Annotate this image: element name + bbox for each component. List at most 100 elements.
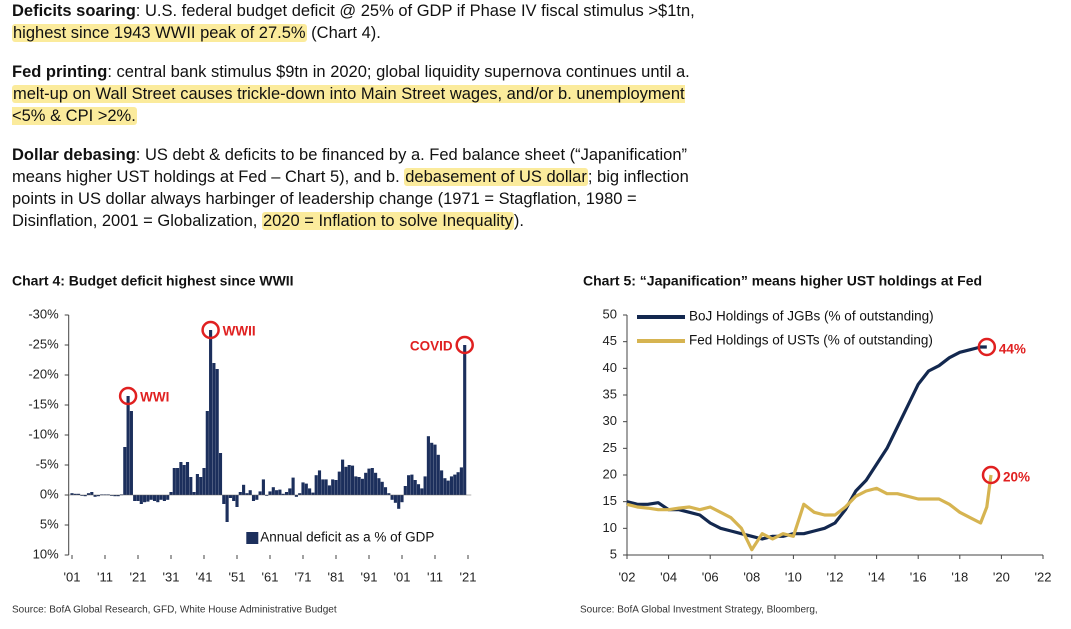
x-tick-label: '14 <box>868 569 885 584</box>
y-tick-label: 0% <box>40 486 59 501</box>
x-tick-label: '81 <box>328 569 345 584</box>
bar <box>436 454 440 495</box>
bar <box>459 467 463 495</box>
bar <box>162 495 166 501</box>
bar <box>169 492 173 495</box>
x-tick-label: '51 <box>229 569 246 584</box>
bar <box>192 492 196 495</box>
bar <box>324 479 328 495</box>
bar <box>93 495 97 497</box>
bar <box>374 472 378 495</box>
bar <box>410 474 414 495</box>
text: ; big inflection points in US dollar alw… <box>12 168 689 230</box>
bar <box>350 465 355 495</box>
x-tick-label: '01 <box>394 569 411 584</box>
x-tick-label: '11 <box>427 569 443 584</box>
bar <box>265 495 269 496</box>
bar <box>80 495 84 496</box>
bar <box>433 444 437 495</box>
bar <box>344 466 348 495</box>
y-tick-label: 15 <box>603 493 617 508</box>
text-block: Deficits soaring: U.S. federal budget de… <box>12 0 712 249</box>
legend-label: Annual deficit as a % of GDP <box>260 530 434 545</box>
annotation-label: WWII <box>223 324 256 339</box>
bar <box>446 480 450 495</box>
y-tick-label: 30 <box>603 413 617 428</box>
x-tick-label: '31 <box>163 569 180 584</box>
bar <box>176 468 180 495</box>
bar <box>354 476 358 495</box>
bar <box>453 474 457 495</box>
bar <box>73 493 77 495</box>
legend-swatch <box>246 532 259 544</box>
y-tick-label: -5% <box>36 456 60 471</box>
annotation-circle <box>455 335 474 355</box>
x-tick-label: '08 <box>743 569 760 584</box>
x-tick-label: '16 <box>910 569 927 584</box>
bar <box>232 495 236 501</box>
bar <box>278 489 282 495</box>
bar <box>255 495 259 500</box>
chart: Chart 5: “Japanification” means higher U… <box>580 273 1051 616</box>
x-tick-label: '04 <box>660 569 677 584</box>
bar <box>248 490 252 495</box>
bar <box>288 488 292 495</box>
bar <box>258 491 262 495</box>
bar <box>357 477 361 495</box>
bar <box>123 447 127 495</box>
y-tick-label: 10% <box>33 546 59 561</box>
lead-in: Deficits soaring <box>12 2 136 20</box>
bar <box>202 468 206 495</box>
x-tick-label: '91 <box>361 569 378 584</box>
bar <box>403 486 407 495</box>
legend-label: BoJ Holdings of JGBs (% of outstanding) <box>689 309 934 324</box>
x-tick-label: '61 <box>262 569 279 584</box>
bar <box>291 477 295 495</box>
bar <box>156 495 160 503</box>
paragraph: Deficits soaring: U.S. federal budget de… <box>12 0 712 44</box>
text: : U.S. federal budget deficit @ 25% of G… <box>135 2 695 20</box>
y-tick-label: -25% <box>28 336 59 351</box>
annotation-circle <box>118 386 138 406</box>
bar <box>456 472 460 495</box>
bar <box>126 396 130 495</box>
chart-title: Chart 5: “Japanification” means higher U… <box>583 273 982 289</box>
bar <box>311 492 315 495</box>
bar <box>209 330 213 495</box>
highlighted-text: 2020 = Inflation to solve Inequality <box>261 212 514 230</box>
bar <box>212 363 216 495</box>
y-tick-label: 5% <box>40 516 59 531</box>
bar <box>166 495 170 500</box>
bar <box>96 495 100 497</box>
bar <box>251 495 256 501</box>
x-tick-label: '11 <box>97 569 113 584</box>
y-tick-label: 10 <box>603 520 617 535</box>
bar <box>387 493 391 495</box>
bar <box>218 453 223 495</box>
y-tick-label: -30% <box>28 306 59 321</box>
bar <box>294 495 298 497</box>
series-line <box>626 345 987 541</box>
bar <box>235 495 239 507</box>
bar <box>393 495 397 503</box>
bar <box>83 495 87 497</box>
bar <box>281 493 285 495</box>
bar <box>377 478 381 495</box>
y-tick-label: -15% <box>28 396 59 411</box>
lead-in: Fed printing <box>12 63 108 81</box>
bar <box>400 495 404 503</box>
y-tick-label: 40 <box>603 360 617 375</box>
bar <box>268 491 272 495</box>
bar <box>413 480 417 495</box>
bar <box>390 495 394 500</box>
annotation-label: 20% <box>1003 470 1030 485</box>
bar <box>334 480 338 495</box>
x-tick-label: '21 <box>460 569 477 584</box>
text: (Chart 4). <box>306 24 381 42</box>
bar <box>308 488 312 495</box>
y-tick-label: 5 <box>610 546 617 561</box>
bar <box>225 495 229 522</box>
bar <box>116 495 120 497</box>
bar <box>341 459 345 495</box>
